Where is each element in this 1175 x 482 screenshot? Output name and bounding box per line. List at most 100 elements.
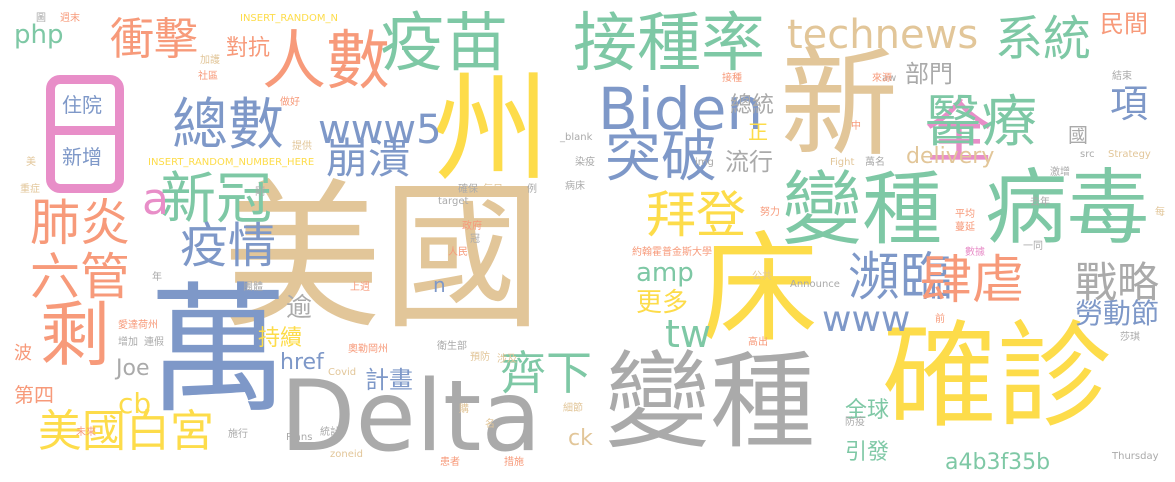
cloud-word: href	[280, 350, 324, 375]
cloud-word: 變種	[605, 341, 816, 463]
cloud-word: 涉及	[497, 354, 517, 365]
framed-glyph-divider	[46, 126, 124, 135]
cloud-word: zoneid	[330, 449, 363, 460]
cloud-word: Plans	[286, 432, 313, 443]
cloud-word: 持續	[258, 326, 303, 351]
cloud-word: a4b3f35b	[945, 450, 1051, 475]
cloud-word: 重症	[20, 184, 40, 195]
cloud-word: 剩	[40, 294, 110, 376]
cloud-word: 萬名	[865, 157, 885, 168]
cloud-word: 例	[527, 184, 537, 195]
cloud-word: 施行	[228, 429, 248, 440]
cloud-word: 疫情	[180, 218, 277, 274]
cloud-word: www	[822, 299, 911, 340]
cloud-word: 病毒	[985, 161, 1150, 256]
cloud-word: 新冠	[160, 167, 272, 232]
cloud-word: 年	[152, 272, 162, 283]
cloud-word: Strategy	[1108, 149, 1151, 160]
cloud-word: 人數	[262, 25, 390, 99]
cloud-word: 預防	[470, 352, 490, 363]
cloud-word: 加護	[200, 55, 220, 66]
cloud-word: aw	[882, 73, 897, 84]
cloud-word: target	[438, 196, 469, 207]
cloud-word: 人民	[448, 247, 468, 258]
cloud-word: cb	[118, 387, 152, 420]
cloud-word: 統計	[320, 427, 340, 438]
cloud-word: 正	[748, 120, 768, 144]
cloud-word: 崩潰	[326, 134, 411, 183]
cloud-word: 措施	[504, 457, 524, 468]
cloud-word: 齊下	[500, 346, 592, 400]
cloud-word: 來源	[872, 73, 892, 84]
cloud-word: 提供	[292, 141, 312, 152]
cloud-word: 醫療	[925, 90, 1037, 155]
cloud-word: 瀕臨	[848, 248, 953, 308]
cloud-word: 流行	[725, 148, 773, 176]
cloud-word: 接種	[722, 73, 742, 84]
cloud-word: 公共	[752, 271, 772, 282]
cloud-word: 防疫	[845, 417, 865, 428]
cloud-word: 肺炎	[30, 194, 130, 252]
cloud-word: _blank	[560, 132, 593, 143]
cloud-word: 美	[26, 157, 36, 168]
cloud-word: 項	[1110, 82, 1149, 126]
cloud-word: 購	[459, 404, 469, 415]
cloud-word: 疫苗	[380, 7, 508, 81]
cloud-word: Thursday	[1112, 451, 1159, 462]
cloud-word: 社區	[198, 71, 218, 82]
cloud-word: 每日	[483, 184, 503, 195]
cloud-word: delivery	[906, 144, 995, 169]
cloud-word: 六管	[30, 248, 130, 306]
cloud-word: img	[695, 157, 714, 168]
cloud-word: 引發	[845, 440, 890, 465]
cloud-word: 前	[935, 314, 945, 325]
cloud-word: tw	[665, 312, 711, 356]
cloud-word: 總統	[730, 93, 775, 118]
cloud-word: 名	[485, 419, 495, 430]
cloud-word: 逾	[286, 293, 313, 323]
cloud-word: 美國白宮	[38, 406, 214, 457]
cloud-word: 愛達荷州	[118, 320, 158, 331]
cloud-word: 蔓延	[955, 222, 975, 233]
cloud-word: 政府	[462, 221, 482, 232]
cloud-word: 約翰霍普金斯大學	[632, 247, 712, 258]
cloud-word: 連假	[144, 337, 164, 348]
cloud-word: 接種率	[573, 7, 765, 81]
cloud-word: 週末	[60, 13, 80, 24]
cloud-word: 肆虐	[920, 251, 1025, 311]
cloud-word: 一同	[1023, 241, 1043, 252]
cloud-word: www5	[318, 107, 442, 153]
cloud-word: 做好	[280, 97, 300, 108]
cloud-word: 萬	[148, 270, 289, 433]
cloud-word: 圖	[36, 13, 46, 24]
cloud-word: 總數	[172, 93, 284, 158]
cloud-word: INSERT_RANDOM_NUMBER_HERE	[148, 157, 315, 168]
cloud-word: 變種	[782, 163, 942, 256]
cloud-word: 細節	[563, 403, 583, 414]
cloud-word: 去年	[1030, 197, 1050, 208]
cloud-word: 團體	[243, 282, 263, 293]
cloud-word: 患者	[440, 457, 460, 468]
cloud-word: Biden	[598, 75, 764, 143]
cloud-word: 奧勒岡州	[348, 344, 388, 355]
box-word-2: 新增	[62, 145, 102, 169]
cloud-word: 冠	[470, 234, 480, 245]
cloud-word: 病床	[565, 181, 585, 192]
cloud-word: 拜登	[646, 186, 746, 244]
cloud-word: 剛	[255, 187, 265, 198]
cloud-word: php	[14, 20, 64, 50]
cloud-word: 染疫	[575, 157, 595, 168]
cloud-word: 結束	[1112, 71, 1132, 82]
cloud-word: 衛生部	[437, 341, 467, 352]
cloud-word: 第四	[14, 383, 54, 407]
cloud-word: 確保	[458, 184, 478, 195]
box-word-1: 住院	[62, 93, 102, 117]
cloud-word: 部門	[905, 60, 953, 88]
cloud-word: 新	[780, 35, 899, 173]
cloud-word: 上週	[350, 282, 370, 293]
cloud-word: amp	[636, 258, 694, 288]
cloud-word: Announce	[790, 279, 840, 290]
cloud-word: Joe	[116, 356, 150, 381]
cloud-word: 更多	[636, 288, 689, 318]
